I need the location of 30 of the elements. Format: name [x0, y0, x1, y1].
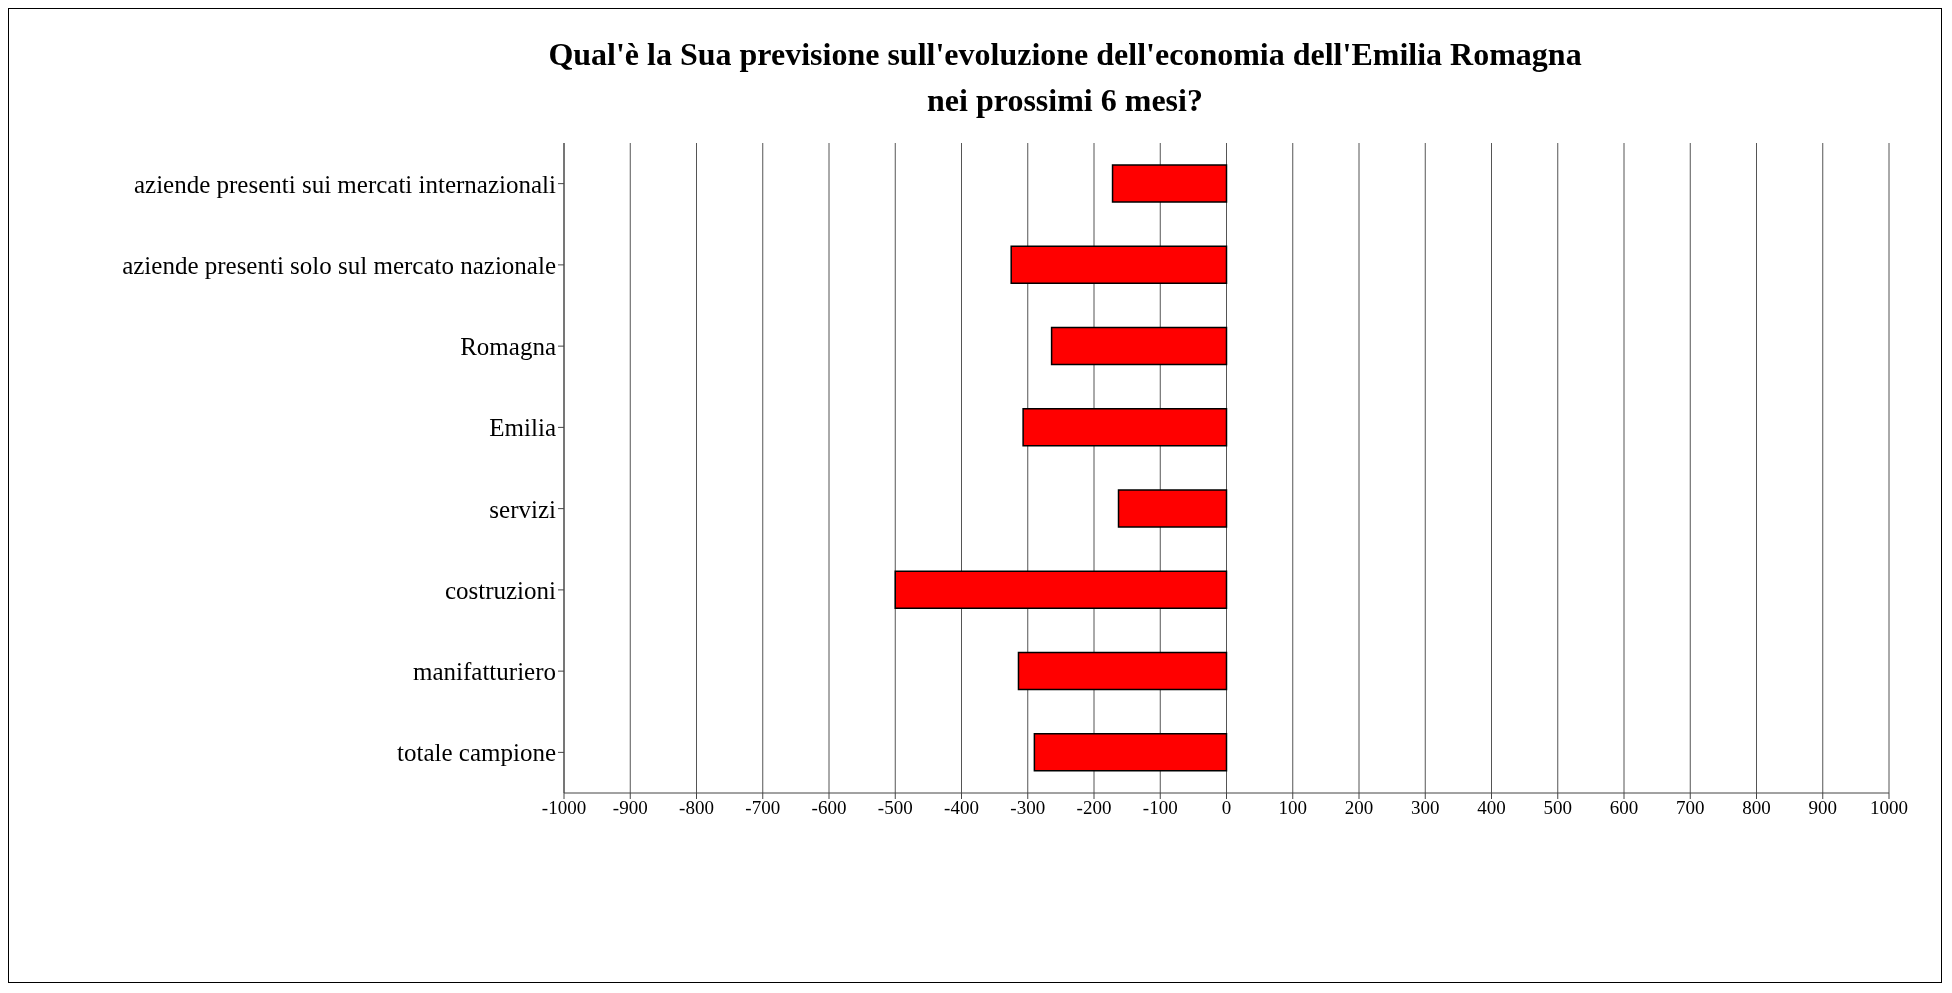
x-tick-label: 300 [1411, 797, 1440, 819]
x-tick-label: 100 [1278, 797, 1307, 819]
chart-title: Qual'è la Sua previsione sull'evoluzione dell'economia dell'Emilia Romagna nei prossimi 6 mesi? [547, 35, 1583, 120]
x-tick-label: -800 [679, 797, 714, 819]
x-tick-label: 400 [1477, 797, 1506, 819]
x-tick-label: -500 [877, 797, 913, 819]
x-tick-label: -1000 [541, 797, 587, 819]
x-tick-label: -900 [612, 797, 648, 819]
y-tick-label: aziende presenti solo sul mercato nazionale [122, 251, 556, 279]
y-tick-label: aziende presenti sui mercati internazionali [133, 170, 557, 198]
y-tick-label: totale campione [397, 739, 556, 767]
y-tick-label: servizi [489, 495, 557, 523]
x-tick-label: 1000 [1870, 797, 1908, 819]
x-tick-label: -100 [1142, 797, 1178, 819]
x-tick-label: 200 [1344, 797, 1374, 819]
y-tick-label: Romagna [460, 333, 556, 360]
x-tick-label: -700 [745, 797, 781, 819]
x-tick-label: -600 [811, 797, 847, 819]
y-tick-label: costruzioni [444, 576, 557, 604]
x-tick-label: 700 [1676, 797, 1705, 819]
x-tick-label: 900 [1808, 797, 1837, 819]
x-tick-label: 600 [1609, 797, 1639, 819]
x-tick-label: -400 [944, 797, 979, 819]
x-tick-label: -200 [1076, 797, 1112, 819]
y-tick-label: manifatturiero [413, 658, 556, 685]
x-tick-label: 800 [1742, 797, 1771, 819]
x-tick-label: -300 [1010, 797, 1046, 819]
y-tick-label: Emilia [489, 414, 556, 442]
x-tick-label: 500 [1543, 797, 1572, 819]
x-tick-label: 0 [1221, 797, 1232, 819]
